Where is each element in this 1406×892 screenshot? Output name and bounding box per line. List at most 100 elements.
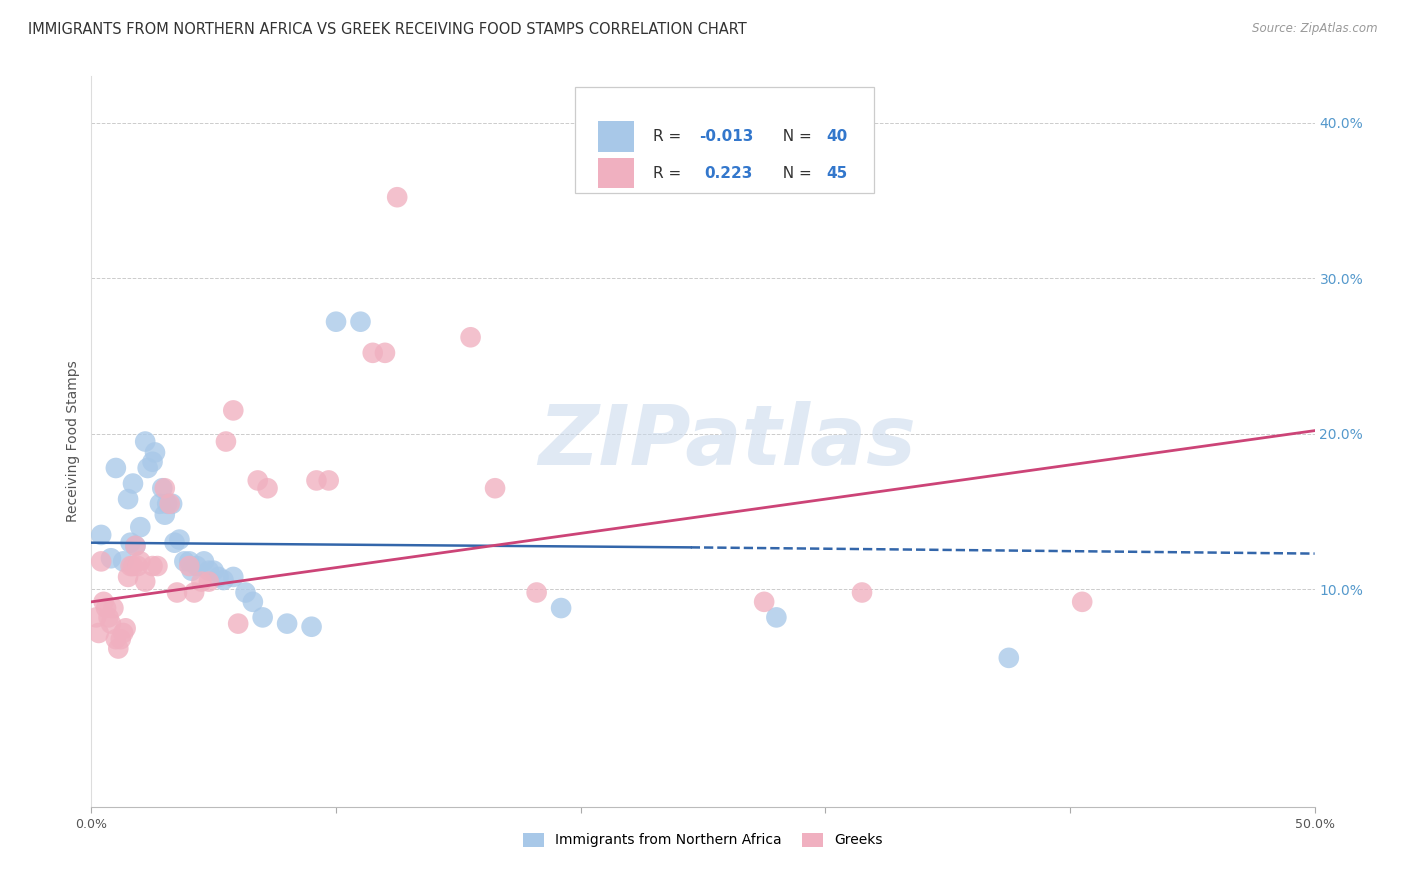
Point xyxy=(242,595,264,609)
Point xyxy=(127,559,149,574)
Point xyxy=(153,508,176,522)
Point xyxy=(222,570,245,584)
Text: R =: R = xyxy=(652,129,686,144)
FancyBboxPatch shape xyxy=(575,87,875,193)
Point xyxy=(754,595,776,609)
Point xyxy=(104,461,127,475)
Text: N =: N = xyxy=(773,166,817,180)
Point xyxy=(100,616,122,631)
Point xyxy=(349,315,371,329)
Point xyxy=(94,601,117,615)
Point xyxy=(107,641,129,656)
Point xyxy=(117,492,139,507)
Point xyxy=(276,616,298,631)
Point xyxy=(765,610,787,624)
Point xyxy=(169,533,191,547)
Point xyxy=(198,574,221,589)
Point xyxy=(143,445,166,459)
Point xyxy=(180,564,202,578)
Point xyxy=(179,559,201,574)
Point xyxy=(173,554,195,568)
Point xyxy=(183,585,205,599)
Point xyxy=(526,585,548,599)
Point xyxy=(90,554,112,568)
Point xyxy=(93,595,115,609)
Text: -0.013: -0.013 xyxy=(699,129,754,144)
Point xyxy=(110,632,132,647)
Point xyxy=(122,559,145,574)
Point xyxy=(134,434,156,449)
Bar xyxy=(598,158,634,188)
Point xyxy=(1071,595,1094,609)
Point xyxy=(87,626,110,640)
Point xyxy=(84,610,107,624)
Point xyxy=(193,554,215,568)
Point xyxy=(104,632,127,647)
Point xyxy=(134,574,156,589)
Point xyxy=(374,346,396,360)
Point xyxy=(235,585,257,599)
Point xyxy=(141,455,163,469)
Point xyxy=(207,570,229,584)
Point xyxy=(305,474,328,488)
Point xyxy=(122,476,145,491)
Point xyxy=(190,574,212,589)
Text: 40: 40 xyxy=(827,129,848,144)
Point xyxy=(550,601,572,615)
Point xyxy=(215,434,238,449)
Point xyxy=(851,585,873,599)
Point xyxy=(160,497,183,511)
Point xyxy=(318,474,340,488)
Point xyxy=(226,616,249,631)
Text: IMMIGRANTS FROM NORTHERN AFRICA VS GREEK RECEIVING FOOD STAMPS CORRELATION CHART: IMMIGRANTS FROM NORTHERN AFRICA VS GREEK… xyxy=(28,22,747,37)
Point xyxy=(129,554,152,568)
Point xyxy=(120,535,142,549)
Point xyxy=(325,315,347,329)
Point xyxy=(202,564,225,578)
Point xyxy=(150,481,173,495)
Point xyxy=(998,651,1021,665)
Point xyxy=(252,610,274,624)
Point xyxy=(153,481,176,495)
Text: ZIPatlas: ZIPatlas xyxy=(538,401,917,482)
Point xyxy=(149,497,172,511)
Point xyxy=(361,346,384,360)
Point xyxy=(156,497,179,511)
Point xyxy=(90,528,112,542)
Text: Source: ZipAtlas.com: Source: ZipAtlas.com xyxy=(1253,22,1378,36)
Point xyxy=(179,554,201,568)
Point xyxy=(198,564,221,578)
Point xyxy=(460,330,482,344)
Point xyxy=(163,535,186,549)
Text: 0.223: 0.223 xyxy=(704,166,752,180)
Point xyxy=(256,481,278,495)
Point xyxy=(117,570,139,584)
Point xyxy=(166,585,188,599)
Text: N =: N = xyxy=(773,129,817,144)
Point xyxy=(186,559,208,574)
Point xyxy=(112,554,135,568)
Point xyxy=(120,559,142,574)
Point xyxy=(124,539,146,553)
Point xyxy=(103,601,125,615)
Bar xyxy=(598,121,634,152)
Text: 45: 45 xyxy=(827,166,848,180)
Legend: Immigrants from Northern Africa, Greeks: Immigrants from Northern Africa, Greeks xyxy=(517,827,889,853)
Point xyxy=(141,559,163,574)
Point xyxy=(136,461,159,475)
Point xyxy=(112,626,135,640)
Point xyxy=(100,551,122,566)
Point xyxy=(146,559,169,574)
Point xyxy=(124,539,146,553)
Y-axis label: Receiving Food Stamps: Receiving Food Stamps xyxy=(66,360,80,523)
Point xyxy=(97,610,120,624)
Point xyxy=(129,520,152,534)
Text: R =: R = xyxy=(652,166,690,180)
Point xyxy=(222,403,245,417)
Point xyxy=(114,621,136,635)
Point xyxy=(484,481,506,495)
Point xyxy=(385,190,409,204)
Point xyxy=(246,474,269,488)
Point xyxy=(301,620,323,634)
Point xyxy=(159,497,181,511)
